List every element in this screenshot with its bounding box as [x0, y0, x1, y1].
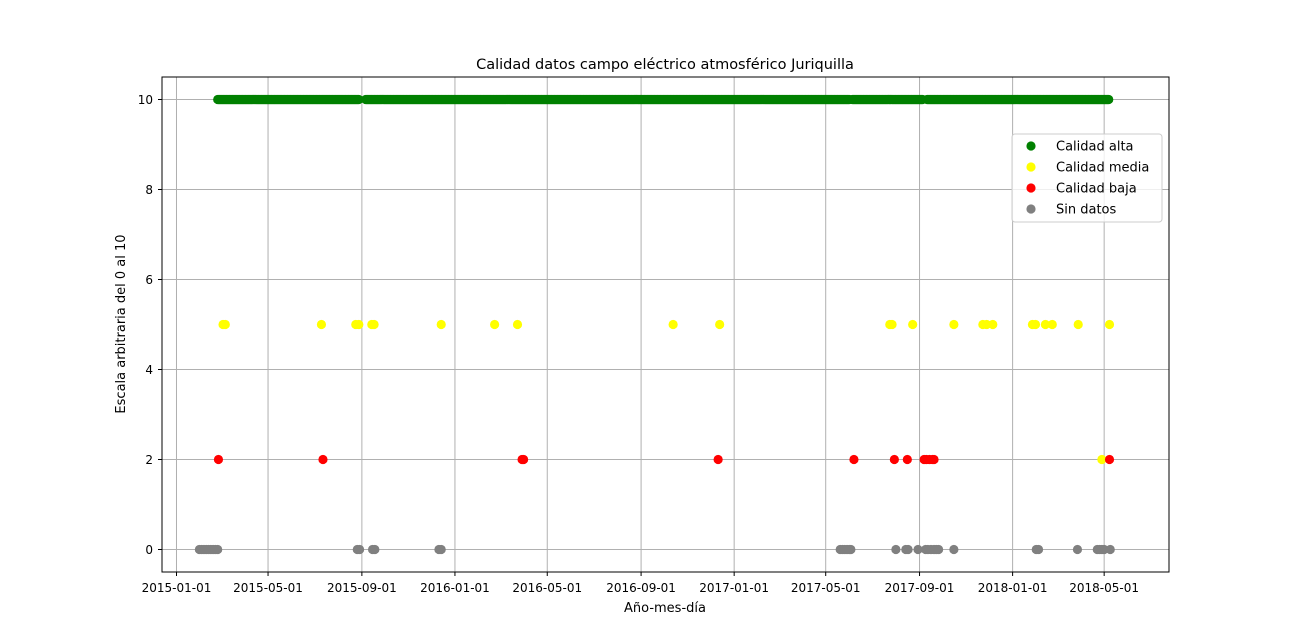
x-tick-label: 2017-05-01: [791, 581, 861, 595]
x-tick-label: 2015-09-01: [327, 581, 397, 595]
point-calidad-media: [220, 319, 230, 330]
y-axis-ticks: 0 2 4 6 8 10: [138, 93, 162, 557]
point-calidad-media: [1073, 319, 1083, 330]
point-calidad-baja: [902, 454, 912, 465]
point-calidad-media: [1040, 319, 1051, 330]
point-sin-datos: [213, 544, 223, 555]
point-calidad-media: [1097, 454, 1107, 465]
y-tick-label: 6: [145, 273, 153, 287]
point-calidad-baja: [318, 454, 328, 465]
plot-area-frame: [161, 76, 1170, 573]
point-calidad-media: [490, 319, 500, 330]
point-sin-datos: [934, 544, 944, 555]
legend-marker-sin-datos: [1026, 204, 1036, 214]
point-calidad-media: [887, 319, 897, 330]
x-tick-label: 2016-09-01: [606, 581, 676, 595]
y-axis-label: Escala arbitraria del 0 al 10: [114, 234, 129, 413]
point-calidad-baja: [713, 454, 723, 465]
point-calidad-baja: [929, 454, 939, 465]
legend-label-calidad-baja: Calidad baja: [1056, 182, 1137, 197]
y-tick-label: 8: [145, 183, 153, 197]
point-calidad-baja: [519, 454, 529, 465]
data-points: [194, 94, 1115, 555]
point-sin-datos: [903, 544, 913, 555]
point-sin-datos: [436, 544, 446, 555]
x-axis-label: Año-mes-día: [624, 601, 706, 616]
x-tick-label: 2017-01-01: [699, 581, 769, 595]
point-calidad-media: [369, 319, 379, 330]
point-calidad-media: [1030, 319, 1041, 330]
point-sin-datos: [1072, 544, 1083, 555]
point-calidad-alta: [1104, 94, 1114, 105]
point-calidad-media: [354, 319, 364, 330]
point-sin-datos: [949, 544, 959, 555]
point-calidad-alta: [354, 94, 364, 105]
point-calidad-media: [908, 319, 918, 330]
point-calidad-media: [1047, 319, 1057, 330]
point-calidad-baja: [889, 454, 899, 465]
point-sin-datos: [1033, 544, 1044, 555]
point-calidad-media: [512, 319, 523, 330]
y-tick-label: 4: [145, 363, 153, 377]
legend-label-calidad-media: Calidad media: [1056, 161, 1149, 176]
point-calidad-media: [316, 319, 327, 330]
legend-label-sin-datos: Sin datos: [1056, 203, 1117, 218]
legend: Calidad alta Calidad media Calidad baja Sin…: [1011, 133, 1163, 223]
x-tick-label: 2016-05-01: [512, 581, 582, 595]
x-tick-label: 2018-01-01: [978, 581, 1048, 595]
x-tick-label: 2015-05-01: [233, 581, 303, 595]
y-tick-label: 10: [138, 93, 153, 107]
point-sin-datos: [891, 544, 901, 555]
chart-title: Calidad datos campo eléctrico atmosféric…: [476, 57, 854, 73]
point-calidad-baja: [1104, 454, 1115, 465]
x-tick-label: 2017-09-01: [885, 581, 955, 595]
point-sin-datos: [370, 544, 380, 555]
legend-marker-calidad-alta: [1026, 141, 1036, 151]
y-tick-label: 2: [145, 453, 153, 467]
point-calidad-media: [715, 319, 725, 330]
legend-marker-calidad-baja: [1026, 183, 1036, 193]
x-tick-label: 2015-01-01: [142, 581, 212, 595]
y-tick-label: 0: [145, 543, 153, 557]
grid-lines: [162, 77, 1169, 572]
point-calidad-media: [668, 319, 678, 330]
legend-marker-calidad-media: [1026, 162, 1036, 172]
legend-label-calidad-alta: Calidad alta: [1056, 140, 1134, 155]
x-tick-label: 2016-01-01: [420, 581, 490, 595]
point-calidad-media: [1104, 319, 1115, 330]
point-calidad-media: [436, 319, 446, 330]
point-calidad-baja: [213, 454, 224, 465]
point-calidad-baja: [849, 454, 859, 465]
legend-box: [1011, 133, 1163, 223]
point-sin-datos: [354, 544, 365, 555]
x-axis-ticks: 2015-01-01 2015-05-01 2015-09-01 2016-01-01…: [142, 572, 1139, 595]
point-sin-datos: [913, 544, 923, 555]
x-tick-label: 2018-05-01: [1069, 581, 1139, 595]
point-sin-datos: [846, 544, 856, 555]
point-calidad-media: [949, 319, 959, 330]
point-calidad-media: [988, 319, 998, 330]
point-sin-datos: [1105, 544, 1115, 555]
